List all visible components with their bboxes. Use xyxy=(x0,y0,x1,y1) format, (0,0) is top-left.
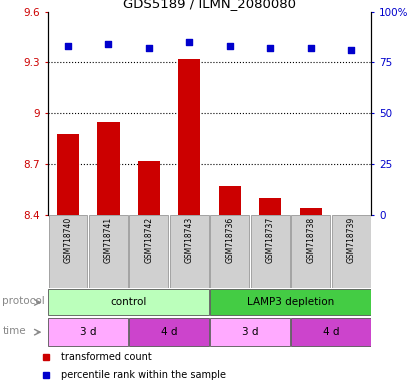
Bar xyxy=(178,59,200,215)
Text: protocol: protocol xyxy=(2,296,45,306)
Point xyxy=(146,45,152,51)
Bar xyxy=(129,215,168,288)
Bar xyxy=(210,215,249,288)
Text: 4 d: 4 d xyxy=(323,327,339,337)
Bar xyxy=(170,215,209,288)
Bar xyxy=(48,290,209,315)
Bar xyxy=(210,290,371,315)
Text: LAMP3 depletion: LAMP3 depletion xyxy=(247,297,334,308)
Bar xyxy=(138,161,160,215)
Text: GSM718741: GSM718741 xyxy=(104,217,113,263)
Bar xyxy=(259,198,281,215)
Text: transformed count: transformed count xyxy=(61,352,152,362)
Text: GSM718740: GSM718740 xyxy=(63,217,73,263)
Point xyxy=(186,39,193,45)
Text: GSM718743: GSM718743 xyxy=(185,217,194,263)
Point xyxy=(267,45,273,51)
Bar xyxy=(48,318,128,346)
Text: 3 d: 3 d xyxy=(242,327,258,337)
Bar xyxy=(49,215,88,288)
Text: percentile rank within the sample: percentile rank within the sample xyxy=(61,370,226,380)
Bar xyxy=(97,122,120,215)
Bar xyxy=(219,186,241,215)
Text: GSM718739: GSM718739 xyxy=(347,217,356,263)
Bar xyxy=(89,215,128,288)
Bar xyxy=(57,134,79,215)
Text: time: time xyxy=(2,326,26,336)
Bar xyxy=(291,215,330,288)
Bar xyxy=(300,208,322,215)
Bar xyxy=(291,318,371,346)
Bar xyxy=(251,215,290,288)
Text: GSM718737: GSM718737 xyxy=(266,217,275,263)
Point xyxy=(65,43,71,49)
Title: GDS5189 / ILMN_2080080: GDS5189 / ILMN_2080080 xyxy=(123,0,296,10)
Bar xyxy=(129,318,209,346)
Text: 3 d: 3 d xyxy=(80,327,96,337)
Point xyxy=(348,47,354,53)
Text: control: control xyxy=(110,297,147,308)
Text: GSM718738: GSM718738 xyxy=(306,217,315,263)
Point xyxy=(227,43,233,49)
Text: 4 d: 4 d xyxy=(161,327,177,337)
Text: GSM718742: GSM718742 xyxy=(144,217,154,263)
Text: GSM718736: GSM718736 xyxy=(225,217,234,263)
Bar xyxy=(210,318,290,346)
Bar xyxy=(332,215,371,288)
Point xyxy=(105,41,112,47)
Point xyxy=(308,45,314,51)
